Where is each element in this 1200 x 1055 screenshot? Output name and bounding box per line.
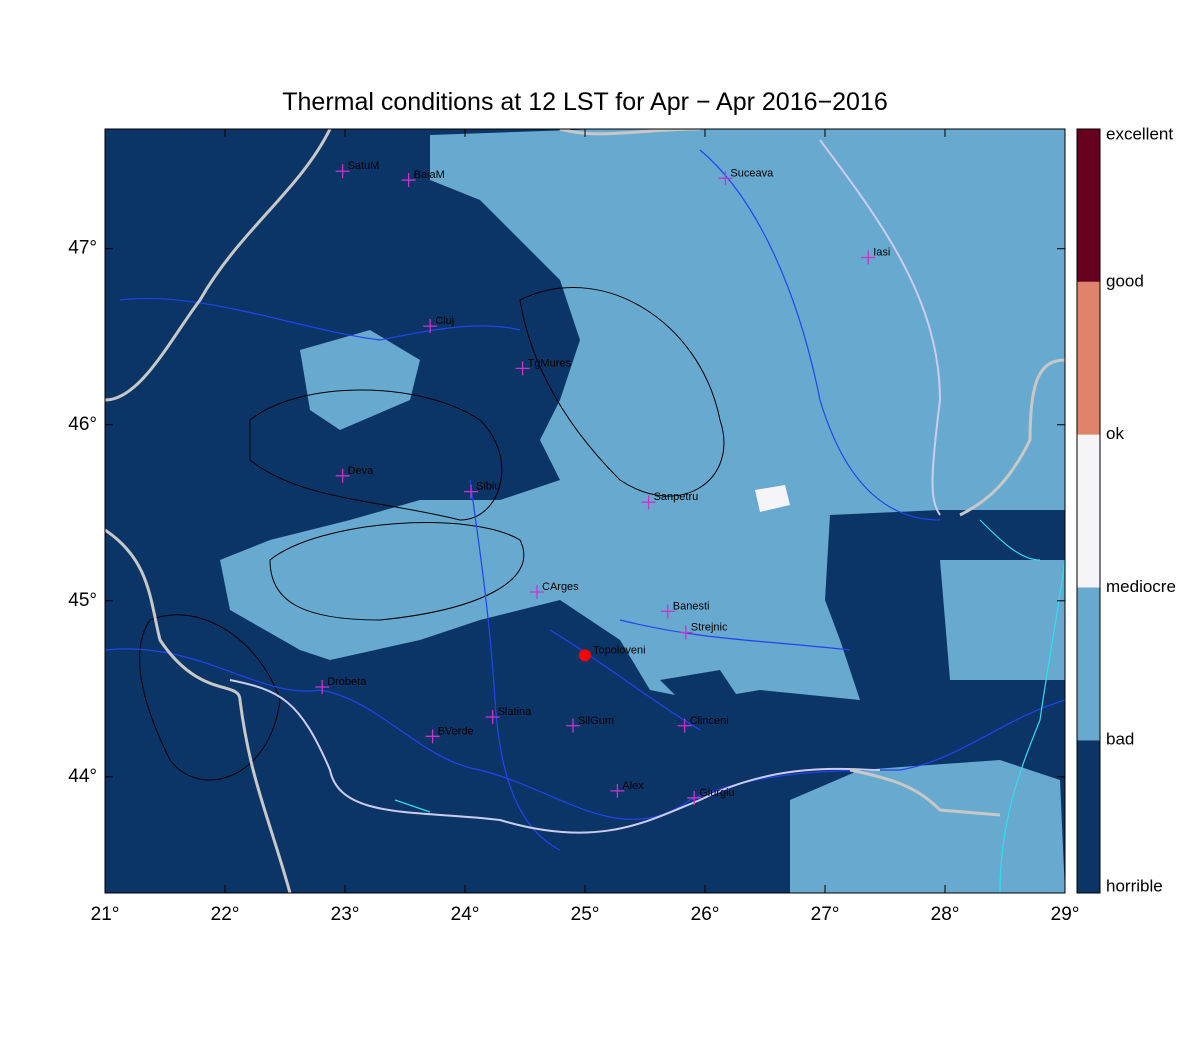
colorbar-label: ok bbox=[1106, 424, 1124, 443]
city-marker bbox=[677, 718, 692, 733]
colorbar-label: bad bbox=[1106, 730, 1134, 749]
city-label: Strejnic bbox=[691, 621, 728, 633]
city-label: BaiaM bbox=[414, 169, 445, 181]
city-marker bbox=[515, 361, 530, 376]
y-tick-label: 47° bbox=[68, 238, 97, 259]
x-tick-label: 21° bbox=[91, 904, 120, 925]
city-label: Sibiu bbox=[476, 481, 500, 493]
city-label: Slatina bbox=[498, 706, 533, 718]
highlight-marker bbox=[579, 649, 591, 662]
city-marker bbox=[485, 709, 500, 724]
city-label: Giurgiu bbox=[699, 787, 734, 799]
y-tick-label: 45° bbox=[68, 590, 97, 611]
city-marker bbox=[423, 319, 438, 334]
city-label: Suceava bbox=[730, 167, 774, 179]
x-tick-label: 23° bbox=[331, 904, 360, 925]
colorbar-swatch bbox=[1077, 434, 1100, 588]
y-tick-label: 44° bbox=[68, 766, 97, 787]
city-marker bbox=[566, 718, 580, 733]
colorbar-swatch bbox=[1077, 587, 1100, 741]
city-marker bbox=[335, 468, 350, 483]
x-tick-label: 22° bbox=[211, 904, 240, 925]
city-label: CArges bbox=[542, 581, 579, 593]
city-label: Iasi bbox=[873, 247, 890, 259]
city-marker bbox=[610, 783, 625, 798]
city-label: BVerde bbox=[438, 725, 474, 737]
map-title: Thermal conditions at 12 LST for Apr − A… bbox=[282, 88, 887, 116]
colorbar-swatch bbox=[1077, 740, 1100, 893]
x-tick-label: 27° bbox=[811, 904, 840, 925]
colorbar-swatch bbox=[1077, 129, 1100, 282]
city-marker bbox=[425, 729, 440, 744]
city-label: Cluj bbox=[435, 315, 454, 327]
city-label: Alex bbox=[622, 780, 644, 792]
highlight-label: Topoloveni bbox=[593, 644, 646, 656]
x-tick-label: 24° bbox=[451, 904, 480, 925]
city-marker bbox=[678, 625, 693, 640]
city-marker bbox=[464, 484, 478, 499]
city-label: SatuM bbox=[348, 160, 380, 172]
city-label: Banesti bbox=[673, 600, 710, 612]
colorbar-frame bbox=[1076, 128, 1101, 894]
city-label: SilGum bbox=[578, 715, 614, 727]
city-marker bbox=[641, 495, 656, 510]
city-marker bbox=[687, 790, 702, 805]
city-marker bbox=[530, 584, 544, 599]
city-marker bbox=[315, 680, 330, 695]
city-marker bbox=[861, 250, 876, 265]
colorbar-label: horrible bbox=[1106, 876, 1163, 895]
colorbar-label: excellent bbox=[1106, 124, 1173, 143]
map-field bbox=[105, 129, 1065, 893]
city-label: Deva bbox=[348, 465, 375, 477]
city-marker bbox=[660, 604, 675, 619]
colorbar: horrible bad mediocre ok good excellent bbox=[1076, 124, 1176, 895]
city-marker bbox=[401, 173, 416, 188]
colorbar-swatch bbox=[1077, 281, 1100, 435]
city-label: Drobeta bbox=[327, 676, 367, 688]
x-tick-label: 25° bbox=[571, 904, 600, 925]
colorbar-label: mediocre bbox=[1106, 577, 1176, 596]
x-tick-label: 29° bbox=[1051, 904, 1080, 925]
city-marker bbox=[718, 171, 733, 186]
colorbar-label: good bbox=[1106, 271, 1144, 290]
x-tick-label: 26° bbox=[691, 904, 720, 925]
city-marker bbox=[335, 164, 350, 179]
city-label: TgMures bbox=[528, 357, 572, 369]
y-tick-label: 46° bbox=[68, 414, 97, 435]
city-label: Sanpetru bbox=[654, 491, 699, 503]
city-label: Clinceni bbox=[690, 715, 729, 727]
x-tick-label: 28° bbox=[931, 904, 960, 925]
